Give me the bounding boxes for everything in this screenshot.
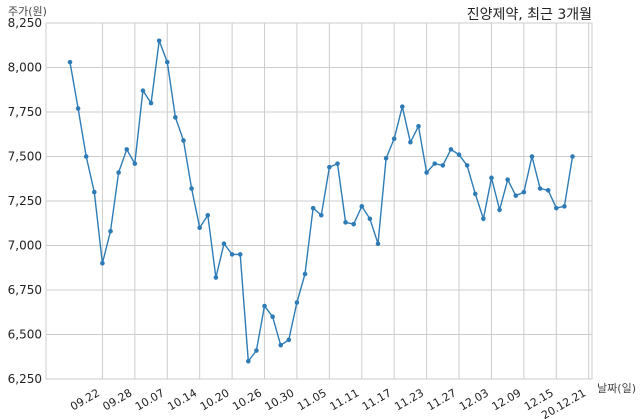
data-point [408, 139, 413, 145]
data-point [229, 252, 235, 257]
data-point [327, 164, 332, 170]
data-point [537, 186, 543, 191]
y-tick-label: 8,250 [8, 16, 42, 30]
data-point [424, 170, 429, 175]
data-point [391, 136, 397, 141]
data-point [164, 59, 170, 65]
data-point [270, 314, 275, 320]
data-point [140, 88, 146, 93]
data-point [472, 191, 478, 197]
data-point [375, 241, 381, 247]
data-point [513, 193, 519, 198]
x-tick-label: 10.14 [165, 386, 199, 413]
data-point [529, 154, 535, 159]
y-tick-label: 7,500 [8, 150, 42, 164]
data-point [464, 163, 470, 168]
y-tick-label: 7,000 [8, 239, 42, 253]
data-point [505, 177, 510, 182]
data-point [213, 275, 219, 280]
y-tick-label: 6,250 [8, 372, 42, 386]
data-point [67, 59, 73, 65]
x-tick-label: 11.27 [425, 386, 459, 413]
data-point [156, 38, 162, 44]
data-point [189, 186, 194, 191]
data-point [237, 252, 243, 257]
data-point [83, 154, 89, 159]
data-point [432, 161, 438, 166]
grid-lines [45, 22, 593, 380]
data-point [359, 204, 365, 209]
x-tick-label: 10.26 [230, 386, 264, 413]
data-point [286, 337, 292, 343]
data-point [254, 348, 259, 353]
data-point [562, 204, 567, 209]
y-tick-label: 6,500 [8, 328, 42, 342]
data-point [75, 106, 81, 111]
y-tick-label: 6,750 [8, 283, 42, 297]
data-point [497, 207, 502, 213]
data-point [351, 221, 356, 227]
data-point [181, 138, 186, 143]
data-point [383, 155, 389, 161]
data-point [440, 163, 446, 168]
data-point [173, 115, 178, 120]
data-point [262, 303, 267, 309]
data-point [489, 175, 494, 181]
data-points [67, 38, 575, 364]
x-axis-ticks: 09.2209.2810.0710.1410.2010.2610.3011.05… [68, 386, 588, 419]
data-point [148, 100, 154, 106]
data-point [205, 212, 211, 218]
data-point [554, 205, 559, 211]
data-point [521, 189, 527, 195]
data-point [294, 300, 300, 305]
data-point [343, 220, 348, 225]
chart-title: 진양제약, 최근 3개월 [466, 7, 592, 23]
data-point [92, 189, 97, 195]
data-point [570, 154, 575, 159]
data-point [481, 216, 486, 222]
x-tick-label: 09.22 [68, 386, 102, 413]
x-tick-label: 12.03 [457, 386, 491, 413]
data-point [221, 241, 227, 247]
y-axis-ticks: 6,250 6,500 6,750 7,000 7,250 7,500 7,750 8,000… [8, 16, 42, 386]
y-tick-label: 8,000 [8, 61, 42, 75]
data-point [367, 216, 373, 222]
data-point [116, 170, 121, 175]
data-point [132, 161, 138, 166]
data-point [545, 188, 551, 193]
x-tick-label: 11.11 [328, 386, 362, 413]
x-tick-label: 09.28 [101, 386, 135, 413]
data-point [246, 358, 251, 364]
data-point [310, 205, 316, 211]
x-tick-label: 11.23 [392, 386, 426, 413]
data-point [416, 123, 421, 129]
x-axis-label: 날짜(일) [597, 382, 636, 395]
data-point [197, 225, 202, 230]
x-tick-label: 11.17 [360, 386, 394, 413]
y-tick-label: 7,250 [8, 194, 42, 208]
x-tick-label: 10.30 [263, 386, 297, 413]
y-tick-label: 7,750 [8, 105, 42, 119]
data-point [108, 228, 113, 234]
x-tick-label: 10.07 [133, 386, 167, 413]
data-point [335, 161, 340, 166]
data-point [100, 261, 105, 266]
x-tick-label: 11.05 [295, 386, 329, 413]
data-point [400, 104, 405, 109]
y-axis-label: 주가(원) [8, 5, 47, 18]
data-point [456, 152, 462, 158]
data-point [318, 212, 324, 218]
data-point [302, 271, 308, 277]
data-point [124, 147, 130, 152]
x-tick-label: 12.09 [490, 386, 524, 413]
x-tick-label: 10.20 [198, 386, 232, 413]
data-point [278, 342, 284, 348]
data-point [448, 147, 454, 152]
